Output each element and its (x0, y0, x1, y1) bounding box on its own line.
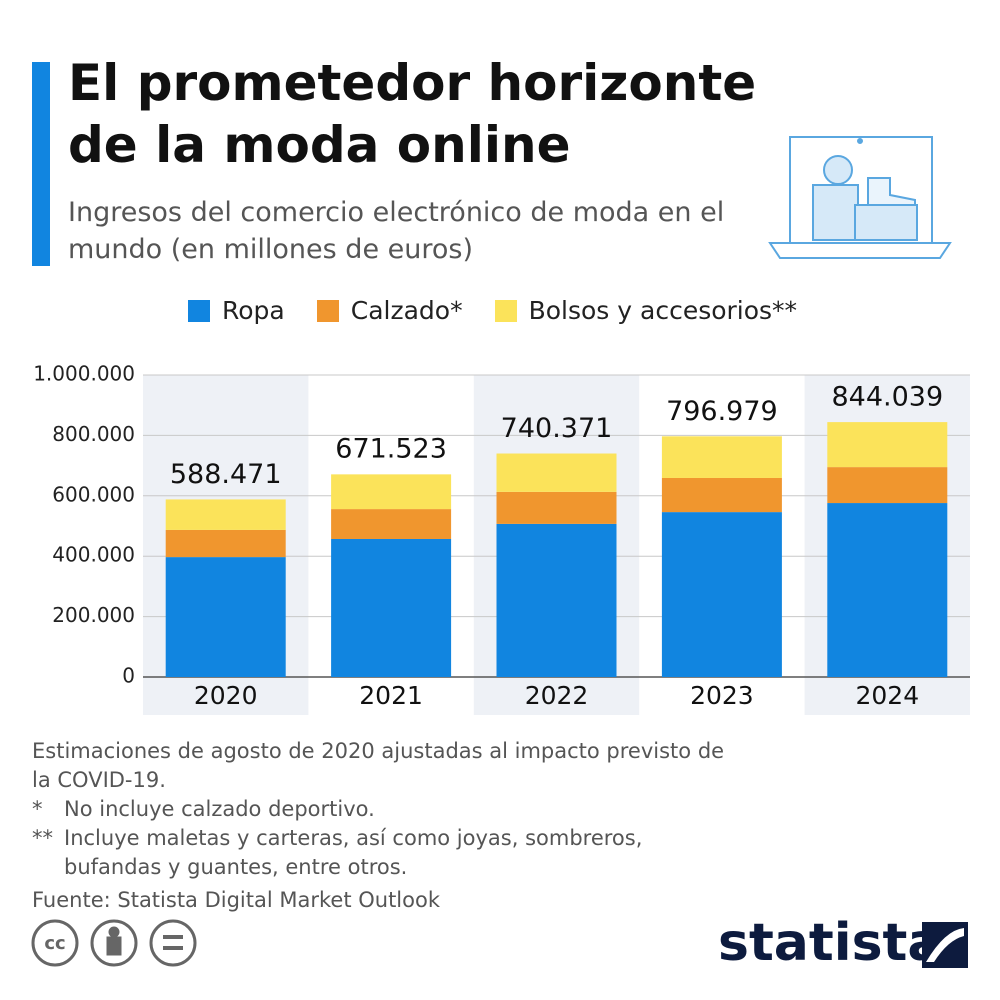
y-tick-label: 600.000 (52, 482, 135, 506)
x-tick-label: 2020 (194, 681, 258, 710)
accent-bar (32, 62, 50, 266)
legend-swatch (188, 299, 210, 322)
x-tick-label: 2023 (690, 681, 754, 710)
bar-segment (331, 509, 452, 539)
bar-segment (496, 523, 617, 677)
footnote-marker: * (32, 797, 43, 821)
bar-segment (496, 453, 617, 492)
bar-segment (827, 467, 948, 504)
total-label: 671.523 (335, 434, 447, 465)
brand: statista (718, 913, 942, 973)
bar-segment (827, 422, 948, 468)
notes: Estimaciones de agosto de 2020 ajustadas… (32, 737, 732, 915)
cc-icons: cc (31, 919, 197, 967)
y-tick-label: 200.000 (52, 603, 135, 627)
x-tick-label: 2022 (525, 681, 589, 710)
legend: Ropa Calzado* Bolsos y accesorios** (188, 296, 797, 325)
footnote-marker: ** (32, 826, 53, 850)
x-tick-label: 2024 (855, 681, 919, 710)
bar-segment (827, 503, 948, 677)
footnote-text: No incluye calzado deportivo. (64, 797, 375, 821)
bar-segment (661, 436, 782, 478)
legend-label: Bolsos y accesorios** (528, 296, 798, 325)
footnote: * No incluye calzado deportivo. (32, 795, 732, 824)
laptop-icon (768, 136, 952, 259)
footnote: ** Incluye maletas y carteras, así como j… (32, 824, 732, 882)
footnote-text: Incluye maletas y carteras, así como joy… (64, 826, 643, 879)
bar-segment (165, 499, 286, 530)
legend-item: Bolsos y accesorios** (494, 296, 798, 325)
bar-segment (165, 529, 286, 558)
total-label: 796.979 (666, 396, 778, 427)
legend-label: Calzado* (350, 296, 463, 325)
legend-label: Ropa (222, 296, 285, 325)
legend-item: Ropa (188, 296, 285, 325)
svg-text:cc: cc (44, 933, 65, 954)
y-tick-label: 1.000.000 (33, 362, 135, 386)
x-tick-label: 2021 (359, 681, 423, 710)
legend-item: Calzado* (316, 296, 463, 325)
y-tick-label: 800.000 (52, 422, 135, 446)
bar-segment (661, 477, 782, 513)
bar-segment (331, 538, 452, 677)
y-tick-label: 0 (122, 664, 135, 688)
note: Estimaciones de agosto de 2020 ajustadas… (32, 739, 725, 792)
title: El prometedor horizonte de la moda onlin… (68, 54, 757, 174)
bar-segment (165, 557, 286, 677)
total-label: 588.471 (170, 459, 282, 490)
source: Fuente: Statista Digital Market Outlook (32, 888, 441, 912)
y-tick-label: 400.000 (52, 543, 135, 567)
brand-mark (922, 922, 968, 968)
bar-segment (661, 512, 782, 677)
bar-segment (496, 491, 617, 524)
legend-swatch (494, 299, 517, 322)
total-label: 844.039 (831, 382, 943, 413)
legend-swatch (316, 299, 339, 322)
bar-segment (331, 474, 452, 510)
total-label: 740.371 (501, 413, 613, 444)
subtitle: Ingresos del comercio electrónico de mod… (68, 197, 725, 265)
